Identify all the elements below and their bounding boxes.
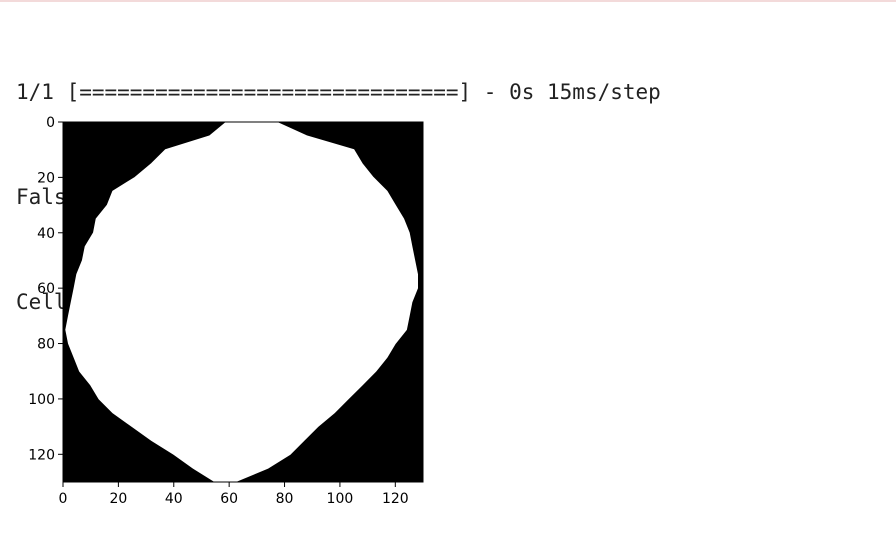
- x-tick-label-2: 40: [165, 491, 183, 507]
- y-tick-label-0: 0: [46, 115, 55, 131]
- x-tick-label-5: 100: [327, 491, 354, 507]
- progress-line: 1/1 [==============================] - 0…: [16, 80, 661, 104]
- image-plot: 0 20 40 60 80 100 120 0 20 40 60 80 100 120: [0, 108, 460, 522]
- x-tick-label-6: 120: [382, 491, 409, 507]
- x-tick-label-0: 0: [59, 491, 68, 507]
- y-tick-label-5: 100: [28, 392, 55, 408]
- cell-top-divider: [0, 0, 896, 2]
- x-tick-label-4: 80: [276, 491, 294, 507]
- y-tick-label-2: 40: [37, 226, 55, 242]
- y-tick-label-6: 120: [28, 447, 55, 463]
- y-tick-label-3: 60: [37, 281, 55, 297]
- y-tick-label-1: 20: [37, 170, 55, 186]
- plot-frame: [62, 121, 424, 483]
- y-tick-label-4: 80: [37, 337, 55, 353]
- plot-svg: 0 20 40 60 80 100 120 0 20 40 60 80 100 120: [28, 115, 424, 507]
- x-tick-label-1: 20: [109, 491, 127, 507]
- x-tick-label-3: 60: [220, 491, 238, 507]
